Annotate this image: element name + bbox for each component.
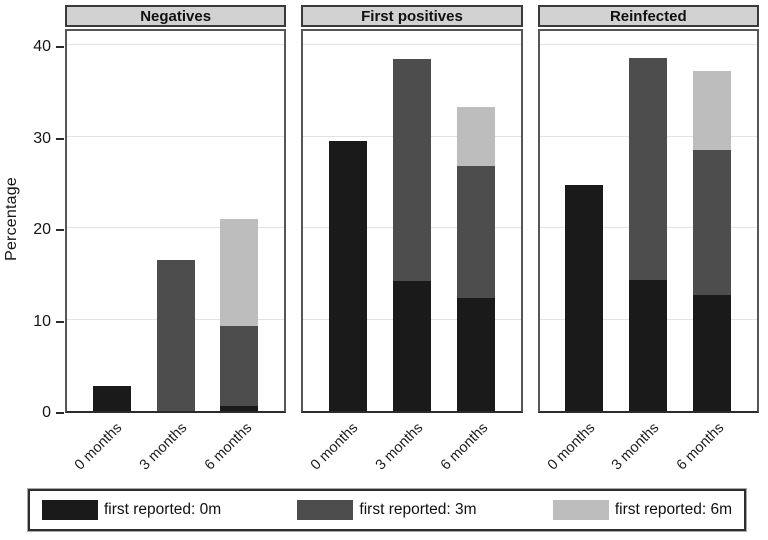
gridline-40 — [539, 44, 757, 46]
x-axis-labels: 0 months 3 months 6 months — [301, 413, 522, 477]
x-tick-label-0-months: 0 months — [71, 420, 126, 474]
gridline-40 — [67, 44, 285, 46]
bar-0-months — [92, 386, 131, 411]
bar-segment-first-reported-0m — [693, 294, 732, 411]
y-tick-label-30: 30 — [33, 129, 51, 147]
plot-area-reinfected — [537, 29, 759, 413]
legend-swatch-first-reported-3m — [297, 500, 354, 520]
legend-swatch-first-reported-0m — [42, 500, 98, 520]
x-tick-label-0-months: 0 months — [544, 420, 598, 474]
y-axis: 0 10 20 30 40 — [0, 29, 64, 421]
bar-segment-first-reported-0m — [92, 386, 131, 411]
bar-segment-first-reported-0m — [392, 281, 431, 411]
bars-row — [540, 31, 757, 411]
bars-row — [303, 31, 520, 411]
bar-3-months — [392, 59, 431, 411]
bar-segment-first-reported-3m — [392, 59, 431, 282]
panel-negatives: Negatives 0 months 3 months 6 months — [65, 5, 287, 477]
y-tick-mark-0 — [56, 412, 64, 414]
y-tick-label-40: 40 — [33, 38, 51, 56]
bar-segment-first-reported-3m — [156, 260, 195, 411]
x-axis-labels: 0 months 3 months 6 months — [538, 413, 759, 477]
bar-6-months — [220, 219, 259, 411]
plot-area-negatives — [65, 29, 287, 413]
bar-segment-first-reported-0m — [629, 280, 668, 411]
x-tick-label-6-months: 6 months — [201, 420, 255, 474]
bar-0-months — [565, 185, 604, 411]
bar-segment-first-reported-0m — [565, 185, 604, 411]
legend-entry-first-reported-0m: first reported: 0m — [42, 500, 221, 520]
bar-segment-first-reported-3m — [456, 165, 495, 298]
y-tick-label-0: 0 — [42, 404, 51, 421]
plot-area-first-positives — [301, 29, 523, 413]
x-tick-cell: 6 months — [201, 413, 259, 477]
bar-3-months — [629, 58, 668, 411]
panel-first-positives: First positives 0 months 3 months 6 months — [301, 5, 523, 477]
bar-segment-first-reported-0m — [456, 297, 495, 411]
legend-entry-first-reported-6m: first reported: 6m — [552, 500, 732, 520]
panel-reinfected: Reinfected 0 months 3 months 6 months — [537, 5, 759, 477]
bar-segment-first-reported-0m — [220, 405, 259, 411]
legend-label-first-reported-6m: first reported: 6m — [614, 501, 732, 518]
bar-3-months — [156, 260, 195, 411]
legend-label-first-reported-0m: first reported: 0m — [104, 501, 222, 518]
bar-segment-first-reported-3m — [629, 58, 668, 281]
x-tick-cell: 6 months — [438, 413, 496, 477]
bar-segment-first-reported-6m — [456, 107, 495, 166]
bar-segment-first-reported-3m — [693, 150, 732, 295]
x-tick-cell: 0 months — [544, 413, 602, 477]
x-tick-cell: 3 months — [609, 413, 667, 477]
x-tick-label-3-months: 3 months — [609, 420, 663, 474]
x-tick-cell: 3 months — [373, 413, 431, 477]
legend-entry-first-reported-3m: first reported: 3m — [297, 500, 477, 520]
panel-title-first-positives: First positives — [301, 5, 523, 27]
y-tick-mark-10 — [56, 320, 64, 323]
bar-segment-first-reported-6m — [693, 70, 732, 151]
legend-swatch-first-reported-6m — [552, 500, 609, 520]
x-tick-label-3-months: 3 months — [372, 420, 427, 474]
gridline-30 — [67, 135, 285, 137]
x-tick-cell: 0 months — [308, 413, 366, 477]
legend: first reported: 0m first reported: 3m firs… — [27, 488, 747, 532]
x-tick-cell: 3 months — [137, 413, 195, 477]
bar-6-months — [456, 107, 495, 411]
y-tick-label-10: 10 — [33, 312, 51, 330]
panel-title-negatives: Negatives — [65, 5, 287, 27]
gridline-20 — [67, 227, 285, 229]
y-tick-label-20: 20 — [33, 221, 51, 239]
x-tick-label-3-months: 3 months — [136, 420, 191, 474]
gridline-40 — [303, 44, 521, 46]
bar-segment-first-reported-3m — [220, 325, 259, 406]
x-axis-labels: 0 months 3 months 6 months — [65, 413, 286, 477]
chart-panels: Negatives 0 months 3 months 6 months First p… — [65, 5, 759, 477]
bars-row — [67, 31, 284, 411]
y-tick-mark-40 — [56, 46, 64, 49]
x-tick-label-6-months: 6 months — [437, 420, 492, 474]
x-tick-cell: 6 months — [674, 413, 732, 477]
bar-6-months — [693, 70, 732, 411]
panel-title-reinfected: Reinfected — [537, 5, 759, 27]
x-tick-cell: 0 months — [72, 413, 130, 477]
bar-0-months — [329, 141, 368, 411]
x-tick-label-0-months: 0 months — [308, 420, 362, 474]
bar-segment-first-reported-0m — [329, 141, 368, 411]
y-tick-mark-20 — [56, 229, 64, 232]
y-tick-mark-30 — [56, 137, 64, 140]
bar-segment-first-reported-6m — [220, 219, 259, 326]
legend-label-first-reported-3m: first reported: 3m — [359, 501, 477, 518]
x-tick-label-6-months: 6 months — [673, 420, 728, 474]
